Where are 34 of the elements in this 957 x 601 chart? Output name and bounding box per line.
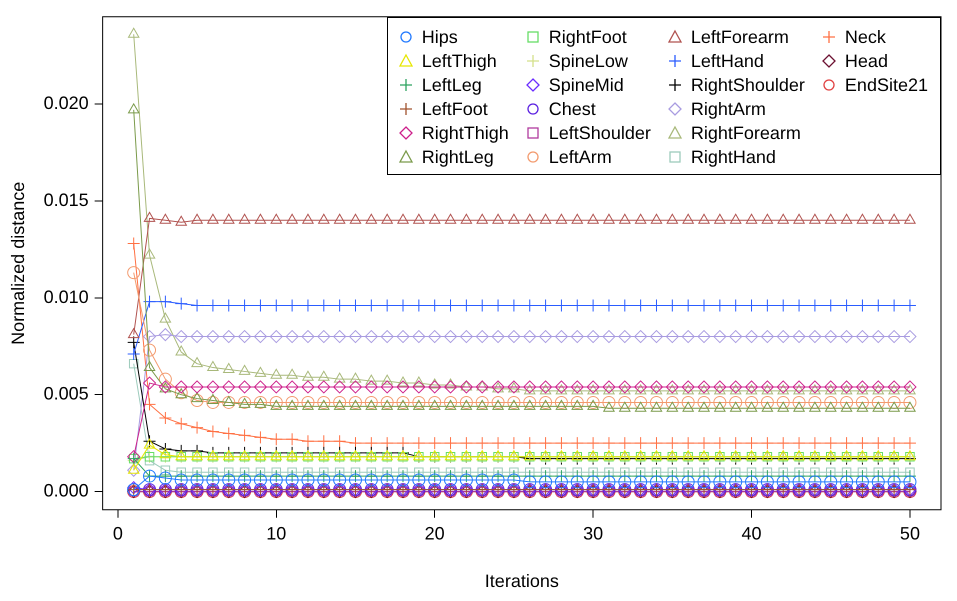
y-tick-label: 0.000 bbox=[44, 480, 89, 501]
legend-label: LeftArm bbox=[548, 146, 612, 168]
x-axis-title: Iterations bbox=[484, 571, 559, 592]
y-tick-label: 0.020 bbox=[44, 92, 89, 113]
legend-label: LeftThigh bbox=[422, 50, 497, 72]
y-tick-label: 0.010 bbox=[44, 286, 89, 307]
legend-label: RightThigh bbox=[422, 122, 509, 144]
x-tick-label: 50 bbox=[900, 524, 920, 544]
x-tick-label: 20 bbox=[424, 524, 445, 544]
legend-label: RightLeg bbox=[422, 146, 494, 168]
legend-label: LeftForearm bbox=[690, 26, 789, 48]
y-axis-title: Normalized distance bbox=[8, 182, 28, 345]
x-tick-label: 0 bbox=[112, 524, 123, 544]
legend-label: RightShoulder bbox=[690, 74, 805, 96]
y-tick-label: 0.005 bbox=[44, 384, 89, 404]
legend-label: Neck bbox=[844, 26, 886, 48]
legend-label: LeftHand bbox=[690, 50, 764, 72]
legend-label: Chest bbox=[548, 98, 596, 120]
x-tick-label: 10 bbox=[266, 524, 286, 544]
x-tick-label: 40 bbox=[742, 524, 762, 544]
x-tick-label: 30 bbox=[583, 524, 604, 544]
legend-label: EndSite21 bbox=[844, 74, 928, 96]
legend-label: SpineMid bbox=[548, 74, 624, 96]
legend-label: Head bbox=[844, 50, 888, 72]
legend-label: LeftShoulder bbox=[548, 122, 651, 144]
legend-label: LeftLeg bbox=[422, 74, 482, 96]
legend-label: RightFoot bbox=[548, 26, 627, 48]
legend-label: Hips bbox=[422, 26, 458, 48]
legend-label: RightForearm bbox=[690, 122, 801, 144]
legend-label: SpineLow bbox=[548, 50, 628, 72]
legend-label: RightHand bbox=[690, 146, 776, 168]
legend-label: LeftFoot bbox=[422, 98, 488, 120]
legend-label: RightArm bbox=[690, 98, 766, 120]
y-tick-label: 0.015 bbox=[44, 190, 89, 210]
